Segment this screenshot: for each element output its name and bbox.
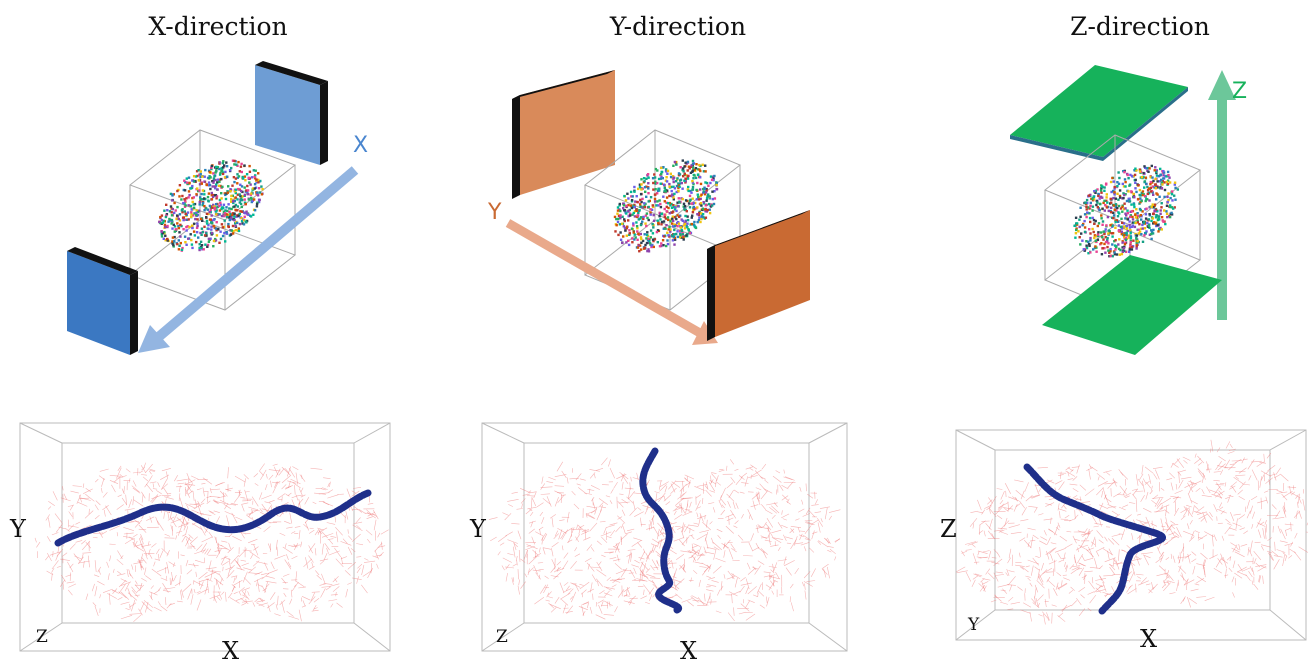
z-polymer-blob — [1073, 165, 1179, 258]
x-direction-setup: X — [20, 55, 450, 365]
x-network-view: Y Z X — [0, 415, 390, 660]
z-direction-setup: Z — [930, 55, 1308, 365]
x-view-x-label: X — [222, 637, 239, 665]
y-view-x-label: X — [680, 637, 697, 665]
x-direction-arrow — [138, 170, 355, 353]
y-view-box — [482, 423, 847, 651]
z-arrow-label: Z — [1232, 79, 1247, 104]
y-direction-setup: Y — [470, 55, 900, 365]
y-direction-title: Y-direction — [528, 12, 828, 41]
z-view-y-label: Y — [968, 615, 979, 635]
y-view-y-label: Y — [470, 515, 486, 543]
y-view-z-label: Z — [496, 627, 508, 647]
y-polymer-blob — [614, 159, 718, 252]
z-shortest-path — [1027, 467, 1163, 611]
x-view-y-label: Y — [10, 515, 26, 543]
x-view-z-label: Z — [36, 627, 48, 647]
z-bottom-plate — [1042, 255, 1222, 355]
y-direction-arrow — [508, 223, 718, 345]
y-network-view: Y Z X — [462, 415, 852, 660]
x-far-plate — [255, 61, 328, 165]
x-near-plate — [67, 247, 138, 355]
z-direction-title: Z-direction — [990, 12, 1290, 41]
z-top-plate — [1010, 65, 1188, 161]
y-near-plate — [707, 210, 810, 341]
y-arrow-label: Y — [488, 200, 501, 225]
z-view-x-label: X — [1140, 625, 1157, 653]
y-far-plate — [512, 70, 615, 199]
z-network-view: Z Y X — [930, 415, 1308, 660]
x-network-cloud — [35, 463, 389, 622]
z-view-box — [956, 430, 1306, 640]
z-network-cloud — [956, 440, 1308, 625]
x-direction-title: X-direction — [68, 12, 368, 41]
x-arrow-label: X — [353, 133, 368, 158]
z-view-z-label: Z — [940, 515, 957, 543]
